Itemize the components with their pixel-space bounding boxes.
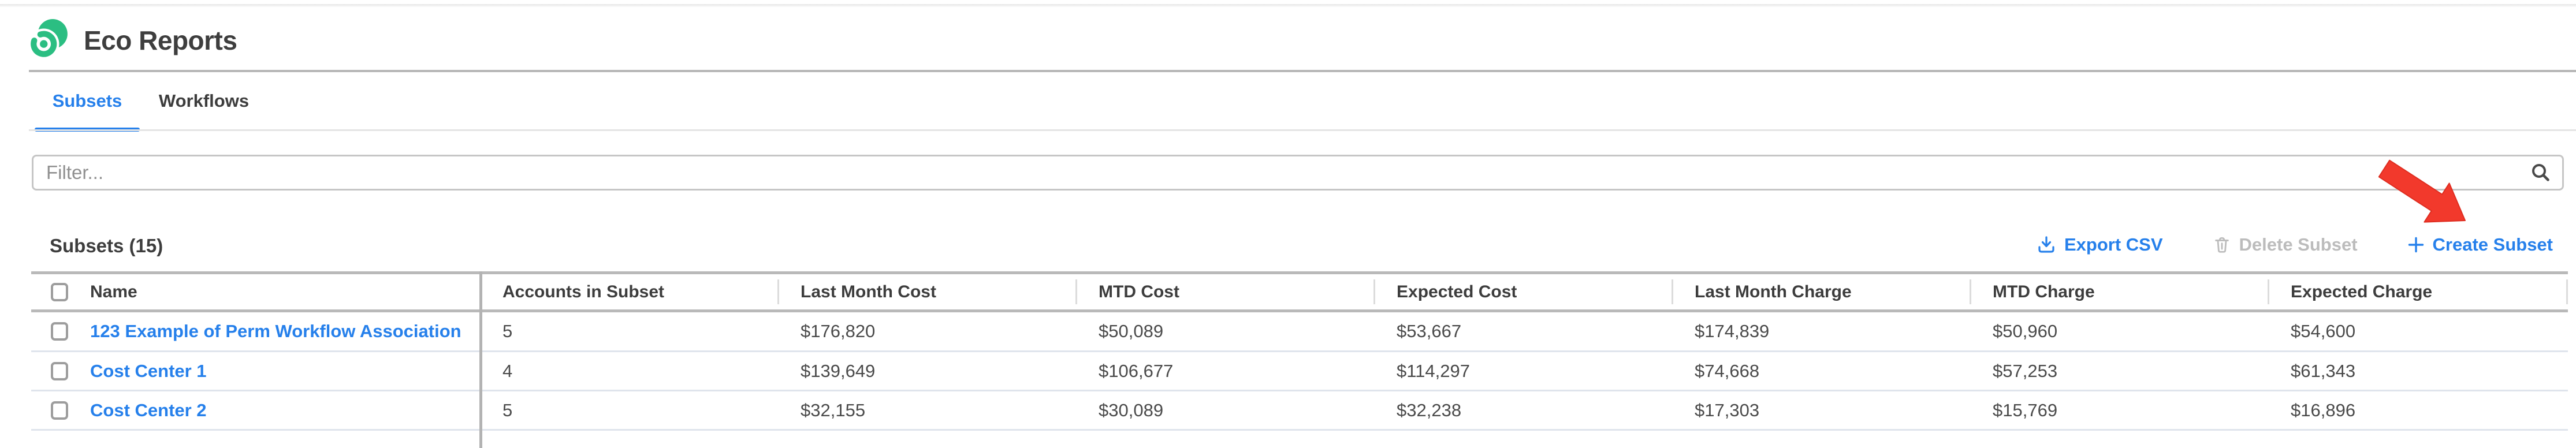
last-month-charge-cell: $174,839 <box>1695 321 1770 341</box>
filter-bar <box>32 155 2564 191</box>
name-cell: 123 Example of Perm Workflow Association <box>31 321 479 342</box>
mtd-cost-cell: $30,089 <box>1099 400 1164 420</box>
expected-cost-cell: $53,667 <box>1397 321 1462 341</box>
top-shadow <box>0 4 2576 7</box>
toolbar-actions: Export CSV Delete Subset Create Subset <box>2037 232 2553 258</box>
table-row-cutoff <box>31 431 2568 448</box>
accounts-cell: 4 <box>502 360 513 381</box>
search-icon[interactable] <box>2530 162 2551 183</box>
table-row: Cost Center 1 4 $139,649 $106,677 $114,2… <box>31 352 2568 391</box>
name-column-divider <box>479 271 482 448</box>
tabs-baseline <box>29 129 2576 131</box>
table-row: Cost Center 2 5 $32,155 $30,089 $32,238 … <box>31 391 2568 431</box>
eco-logo-icon <box>28 19 68 59</box>
subset-link[interactable]: 123 Example of Perm Workflow Association <box>90 321 461 341</box>
header-mtd-cost: MTD Cost <box>1075 274 1373 309</box>
tab-subsets[interactable]: Subsets <box>52 91 122 111</box>
row-checkbox[interactable] <box>51 401 68 420</box>
expected-charge-cell: $16,896 <box>2291 400 2356 420</box>
name-cell: Cost Center 1 <box>31 361 479 382</box>
delete-subset-button[interactable]: Delete Subset <box>2213 234 2358 255</box>
last-month-charge-cell: $74,668 <box>1695 360 1760 381</box>
mtd-charge-cell: $15,769 <box>1993 400 2058 420</box>
tab-workflows[interactable]: Workflows <box>158 91 250 111</box>
last-month-cost-cell: $176,820 <box>801 321 876 341</box>
mtd-charge-cell: $57,253 <box>1993 360 2058 381</box>
download-icon <box>2038 236 2054 253</box>
row-checkbox[interactable] <box>51 322 68 341</box>
header-expected-cost: Expected Cost <box>1373 274 1672 309</box>
accounts-cell: 5 <box>502 400 513 420</box>
last-month-cost-cell: $139,649 <box>801 360 876 381</box>
page-title: Eco Reports <box>84 25 237 55</box>
plus-icon <box>2408 237 2424 253</box>
select-all-checkbox[interactable] <box>51 282 68 301</box>
last-month-charge-cell: $17,303 <box>1695 400 1760 420</box>
header-name: Name <box>31 274 479 309</box>
accounts-cell: 5 <box>502 321 513 341</box>
mtd-cost-cell: $50,089 <box>1099 321 1164 341</box>
subset-link[interactable]: Cost Center 1 <box>90 360 207 381</box>
subsets-table: Name Accounts in Subset Last Month Cost … <box>31 271 2568 448</box>
create-subset-label: Create Subset <box>2432 234 2553 255</box>
section-title: Subsets (15) <box>50 235 163 256</box>
export-csv-button[interactable]: Export CSV <box>2037 234 2163 255</box>
delete-subset-label: Delete Subset <box>2239 234 2358 255</box>
subset-link[interactable]: Cost Center 2 <box>90 400 207 420</box>
name-cell: Cost Center 2 <box>31 400 479 421</box>
header-last-month-charge: Last Month Charge <box>1672 274 1970 309</box>
expected-charge-cell: $54,600 <box>2291 321 2356 341</box>
table-header-row: Name Accounts in Subset Last Month Cost … <box>31 271 2568 312</box>
mtd-charge-cell: $50,960 <box>1993 321 2058 341</box>
header-expected-charge: Expected Charge <box>2268 274 2568 309</box>
header-name-label: Name <box>90 282 137 301</box>
expected-cost-cell: $32,238 <box>1397 400 1462 420</box>
create-subset-button[interactable]: Create Subset <box>2407 234 2553 255</box>
expected-cost-cell: $114,297 <box>1397 360 1470 381</box>
export-csv-label: Export CSV <box>2064 234 2163 255</box>
header-divider <box>29 70 2576 72</box>
trash-icon <box>2214 237 2229 253</box>
header-last-month-cost: Last Month Cost <box>777 274 1075 309</box>
expected-charge-cell: $61,343 <box>2291 360 2356 381</box>
header-accounts-in-subset: Accounts in Subset <box>502 282 665 301</box>
filter-input[interactable] <box>32 155 2564 191</box>
mtd-cost-cell: $106,677 <box>1099 360 1174 381</box>
last-month-cost-cell: $32,155 <box>801 400 866 420</box>
table-row: 123 Example of Perm Workflow Association… <box>31 312 2568 352</box>
row-checkbox[interactable] <box>51 361 68 380</box>
header-mtd-charge: MTD Charge <box>1970 274 2268 309</box>
